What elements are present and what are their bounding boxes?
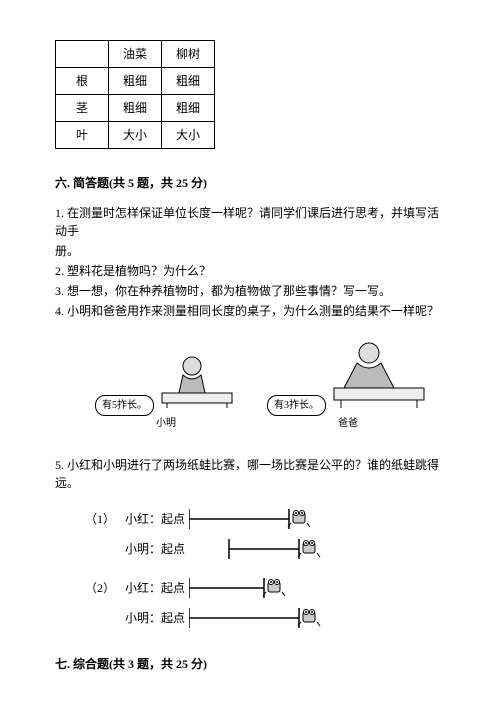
table-cell: 根 — [56, 68, 109, 95]
race-2-ming-label: 小明：起点 — [115, 609, 189, 627]
race-group-1: （1） 小红：起点 小明：起点 — [85, 507, 445, 561]
figure-child: 有5拃长。 小明 — [95, 348, 237, 431]
race-2-hong-label: 小红：起点 — [115, 579, 189, 597]
table-cell: 粗细 — [162, 95, 215, 122]
table-row: 根 粗细 粗细 — [56, 68, 215, 95]
question-5: 5. 小红和小明进行了两场纸蛙比赛，哪一场比赛是公平的？谁的纸蛙跳得远。 — [55, 456, 445, 492]
table-cell: 油菜 — [109, 41, 162, 68]
race-2-hong-track — [189, 576, 349, 600]
section-7-title: 七. 综合题(共 3 题，共 25 分) — [55, 655, 445, 673]
question-1a: 1. 在测量时怎样保证单位长度一样呢？请同学们课后进行思考，并填写活动手 — [55, 204, 445, 240]
table-cell: 叶 — [56, 122, 109, 149]
figure-label-left: 小明 — [95, 416, 237, 431]
table-cell — [56, 41, 109, 68]
table-cell: 粗细 — [109, 68, 162, 95]
table-cell: 粗细 — [162, 68, 215, 95]
speech-bubble-left: 有5拃长。 — [95, 395, 154, 416]
speech-bubble-right: 有3拃长。 — [267, 395, 326, 416]
table-cell: 柳树 — [162, 41, 215, 68]
race-1-ming-label: 小明：起点 — [115, 540, 189, 558]
measurement-figure: 有5拃长。 小明 有3拃长。 爸爸 — [95, 338, 445, 431]
question-2: 2. 塑料花是植物吗？为什么？ — [55, 262, 445, 280]
table-row: 茎 粗细 粗细 — [56, 95, 215, 122]
comparison-table: 油菜 柳树 根 粗细 粗细 茎 粗细 粗细 叶 大小 大小 — [55, 40, 215, 149]
table-row: 叶 大小 大小 — [56, 122, 215, 149]
question-1b: 册。 — [55, 242, 445, 260]
race-2-number: （2） — [85, 579, 115, 597]
table-cell: 大小 — [109, 122, 162, 149]
race-2-ming-track — [189, 606, 349, 630]
race-1-number: （1） — [85, 510, 115, 528]
adult-icon — [329, 338, 429, 408]
section-6-title: 六. 简答题(共 5 题，共 25 分) — [55, 174, 445, 192]
question-3: 3. 想一想，你在种养植物时，都为植物做了那些事情？写一写。 — [55, 282, 445, 300]
race-1-ming-track — [189, 537, 349, 561]
question-4: 4. 小明和爸爸用拃来测量相同长度的桌子，为什么测量的结果不一样呢？ — [55, 302, 445, 320]
race-1-hong-track — [189, 507, 349, 531]
figure-label-right: 爸爸 — [267, 416, 429, 431]
table-cell: 大小 — [162, 122, 215, 149]
table-cell: 茎 — [56, 95, 109, 122]
question-list: 1. 在测量时怎样保证单位长度一样呢？请同学们课后进行思考，并填写活动手 册。 … — [55, 204, 445, 320]
race-group-2: （2） 小红：起点 小明：起点 — [85, 576, 445, 630]
child-icon — [157, 348, 237, 408]
table-cell: 粗细 — [109, 95, 162, 122]
table-row: 油菜 柳树 — [56, 41, 215, 68]
figure-adult: 有3拃长。 爸爸 — [267, 338, 429, 431]
race-1-hong-label: 小红：起点 — [115, 510, 189, 528]
